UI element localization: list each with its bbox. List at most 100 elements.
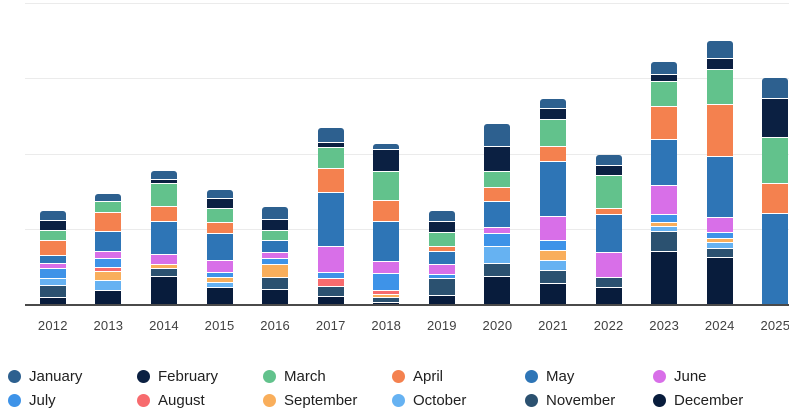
segment-december-2018[interactable] <box>373 302 400 305</box>
segment-february-2021[interactable] <box>539 108 566 119</box>
segment-december-2016[interactable] <box>262 289 289 305</box>
segment-february-2025[interactable] <box>762 98 789 137</box>
segment-january-2012[interactable] <box>39 211 66 220</box>
segment-november-2024[interactable] <box>706 248 733 257</box>
segment-july-2019[interactable] <box>428 274 455 278</box>
segment-november-2019[interactable] <box>428 278 455 295</box>
segment-june-2013[interactable] <box>95 251 122 258</box>
bar-2024[interactable] <box>706 41 733 305</box>
segment-may-2017[interactable] <box>317 192 344 246</box>
segment-june-2018[interactable] <box>373 261 400 273</box>
segment-march-2018[interactable] <box>373 171 400 200</box>
segment-june-2014[interactable] <box>150 254 177 264</box>
segment-june-2021[interactable] <box>539 216 566 240</box>
legend-item-march[interactable]: March <box>263 368 392 385</box>
segment-december-2023[interactable] <box>651 251 678 305</box>
segment-april-2018[interactable] <box>373 200 400 221</box>
segment-june-2017[interactable] <box>317 246 344 272</box>
segment-april-2020[interactable] <box>484 187 511 201</box>
segment-april-2023[interactable] <box>651 106 678 139</box>
segment-march-2023[interactable] <box>651 81 678 106</box>
segment-march-2013[interactable] <box>95 201 122 212</box>
segment-december-2021[interactable] <box>539 283 566 305</box>
segment-july-2023[interactable] <box>651 214 678 222</box>
segment-march-2022[interactable] <box>595 175 622 208</box>
segment-october-2023[interactable] <box>651 226 678 231</box>
segment-june-2023[interactable] <box>651 185 678 214</box>
legend-item-october[interactable]: October <box>392 392 525 409</box>
segment-december-2024[interactable] <box>706 257 733 305</box>
segment-march-2021[interactable] <box>539 119 566 146</box>
segment-november-2012[interactable] <box>39 285 66 297</box>
segment-september-2016[interactable] <box>262 264 289 277</box>
segment-september-2015[interactable] <box>206 277 233 282</box>
segment-december-2020[interactable] <box>484 276 511 305</box>
segment-february-2019[interactable] <box>428 221 455 232</box>
legend-item-november[interactable]: November <box>525 392 653 409</box>
segment-january-2023[interactable] <box>651 62 678 74</box>
bar-2014[interactable] <box>150 171 177 305</box>
segment-february-2018[interactable] <box>373 149 400 171</box>
segment-february-2020[interactable] <box>484 146 511 171</box>
segment-january-2024[interactable] <box>706 41 733 58</box>
segment-april-2021[interactable] <box>539 146 566 161</box>
segment-september-2021[interactable] <box>539 250 566 260</box>
segment-march-2024[interactable] <box>706 69 733 104</box>
legend-item-january[interactable]: January <box>8 368 137 385</box>
segment-may-2025[interactable] <box>762 213 789 305</box>
segment-june-2019[interactable] <box>428 264 455 274</box>
segment-march-2012[interactable] <box>39 230 66 240</box>
bar-2012[interactable] <box>39 211 66 305</box>
segment-july-2013[interactable] <box>95 258 122 267</box>
segment-april-2022[interactable] <box>595 208 622 214</box>
segment-december-2019[interactable] <box>428 295 455 305</box>
bar-2018[interactable] <box>373 144 400 305</box>
bar-2025[interactable] <box>762 78 789 305</box>
segment-july-2015[interactable] <box>206 272 233 277</box>
segment-february-2015[interactable] <box>206 198 233 208</box>
segment-february-2023[interactable] <box>651 74 678 81</box>
legend-item-june[interactable]: June <box>653 368 773 385</box>
segment-may-2013[interactable] <box>95 231 122 251</box>
segment-october-2021[interactable] <box>539 260 566 270</box>
segment-april-2013[interactable] <box>95 212 122 231</box>
bar-2016[interactable] <box>262 207 289 305</box>
segment-august-2017[interactable] <box>317 278 344 286</box>
segment-may-2021[interactable] <box>539 161 566 216</box>
segment-january-2019[interactable] <box>428 211 455 221</box>
segment-february-2017[interactable] <box>317 142 344 147</box>
segment-september-2023[interactable] <box>651 222 678 226</box>
segment-march-2015[interactable] <box>206 208 233 222</box>
segment-january-2018[interactable] <box>373 144 400 149</box>
segment-june-2012[interactable] <box>39 263 66 268</box>
segment-march-2016[interactable] <box>262 230 289 240</box>
segment-may-2018[interactable] <box>373 221 400 261</box>
segment-march-2014[interactable] <box>150 183 177 206</box>
segment-october-2013[interactable] <box>95 280 122 290</box>
segment-may-2019[interactable] <box>428 251 455 264</box>
segment-september-2014[interactable] <box>150 264 177 268</box>
segment-january-2016[interactable] <box>262 207 289 219</box>
segment-may-2015[interactable] <box>206 233 233 260</box>
segment-january-2013[interactable] <box>95 194 122 201</box>
segment-august-2018[interactable] <box>373 290 400 294</box>
segment-april-2015[interactable] <box>206 222 233 233</box>
segment-june-2020[interactable] <box>484 227 511 233</box>
segment-january-2014[interactable] <box>150 171 177 179</box>
bar-2021[interactable] <box>539 99 566 305</box>
segment-march-2017[interactable] <box>317 147 344 168</box>
segment-march-2019[interactable] <box>428 232 455 246</box>
segment-february-2024[interactable] <box>706 58 733 69</box>
segment-april-2024[interactable] <box>706 104 733 156</box>
segment-november-2016[interactable] <box>262 277 289 289</box>
segment-april-2025[interactable] <box>762 183 789 213</box>
segment-november-2020[interactable] <box>484 263 511 276</box>
segment-july-2017[interactable] <box>317 272 344 278</box>
segment-february-2016[interactable] <box>262 219 289 230</box>
bar-2022[interactable] <box>595 155 622 305</box>
segment-may-2012[interactable] <box>39 255 66 263</box>
legend-item-may[interactable]: May <box>525 368 653 385</box>
segment-february-2022[interactable] <box>595 165 622 175</box>
segment-december-2017[interactable] <box>317 296 344 305</box>
segment-july-2024[interactable] <box>706 232 733 238</box>
